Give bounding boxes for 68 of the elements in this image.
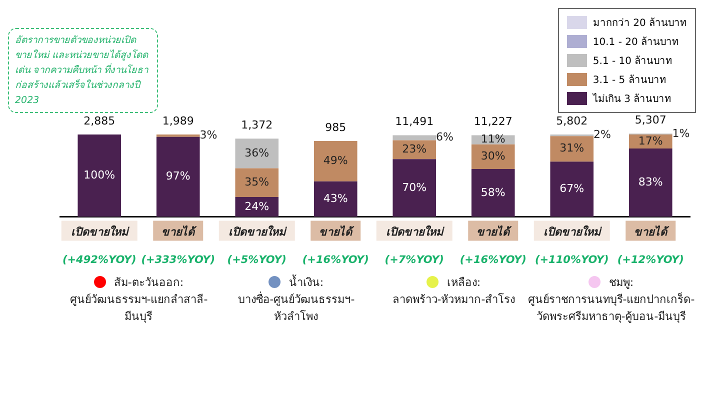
bar [471, 144, 515, 170]
text: (+7%YOY) [384, 254, 444, 266]
legend-label: 3.1 - 5 ล้านบาท [592, 74, 668, 88]
bar [156, 136, 200, 217]
bar [235, 138, 279, 168]
text: (+492%YOY) [62, 254, 136, 266]
text: (+333%YOY) [141, 254, 216, 266]
data-label: 35% [244, 175, 270, 188]
text: (+16%YOY) [302, 254, 369, 266]
bar [628, 148, 672, 217]
x-tick-label: เปิดขายใหม่ [543, 224, 602, 238]
text: (+5%YOY) [227, 254, 286, 266]
bar [314, 181, 358, 217]
bar [471, 169, 515, 217]
bar [392, 159, 436, 217]
data-label: 11% [480, 132, 506, 146]
data-label: 58% [480, 186, 506, 199]
text: 11,491 [395, 115, 434, 128]
data-label: 36% [244, 146, 270, 160]
text: (+12%YOY) [617, 254, 684, 266]
text: 5,802 [556, 114, 588, 128]
data-label: 24% [244, 200, 270, 213]
bar [392, 135, 436, 140]
data-label: 31% [560, 142, 584, 155]
data-label: 30% [480, 150, 506, 163]
data-label: 83% [638, 175, 663, 188]
text: (+16%YOY) [460, 254, 526, 266]
data-label: 67% [560, 182, 584, 196]
x-tick-label: เปิดขายใหม่ [70, 224, 130, 238]
data-label: 2% [594, 128, 611, 142]
data-label: 3% [200, 128, 218, 142]
data-label: 43% [323, 192, 348, 205]
text: อัตราการขายตัวของหน่วยเปิดขายใหม่ และหน่วยขายได้สูงโดดเด่น จากความคืบหน้า ที่งานโยธาก่อสร้างแล้วเสร็จในช่วงกลางปี 2023 [8, 28, 158, 113]
bar [235, 168, 279, 198]
text: 1,989 [162, 114, 194, 128]
legend-label: 10.1 - 20 ล้านบาท [592, 36, 680, 50]
text: (+110%YOY) [534, 254, 609, 266]
legend-label: 5.1 - 10 ล้านบาท [592, 54, 674, 69]
x-tick-label: เปิดขายใหม่ [228, 224, 288, 238]
data-label: 6% [436, 130, 454, 144]
x-tick-label: เปิดขายใหม่ [386, 224, 445, 238]
x-tick-label: ขายได้ [319, 224, 356, 238]
text: ส้ม-ตะวันออก: ศูนย์วัฒนธรรมฯ-แยกลำสาลี- มีนบุรี [70, 275, 208, 325]
bar [550, 162, 594, 217]
annotation: 985 [325, 120, 346, 134]
text: ชมพู: ศูนย์ราชการนนทบุรี-แยกปากเกร็ด- วัดพระศรีมหาธาตุ-คู้บอน-มีนบุรี [528, 275, 695, 325]
data-label: 70% [402, 180, 427, 194]
x-tick-label: ขายได้ [476, 224, 513, 238]
legend-label: ไม่เกิน 3 ล้านบาท [592, 92, 673, 107]
text: 11,227 [474, 115, 512, 128]
data-label: 23% [402, 142, 427, 156]
legend-label: มากกว่า 20 ล้านบาท [592, 16, 687, 31]
bar [550, 136, 594, 162]
text: น้ำเงิน: บางซื่อ-ศูนย์วัฒนธรรมฯ- หัวลำโพง [238, 274, 355, 325]
data-label: 49% [323, 154, 348, 168]
bar [78, 134, 122, 217]
bar [156, 134, 200, 137]
text: 1,372 [241, 118, 273, 132]
data-label: 100% [84, 168, 116, 182]
bar [314, 141, 358, 182]
x-tick-label: ขายได้ [634, 224, 670, 238]
text: เหลือง: ลาดพร้าว-หัวหมาก-สำโรง [392, 275, 516, 308]
data-label: 97% [166, 170, 190, 183]
text: 5,307 [634, 114, 666, 127]
data-label: 1% [672, 126, 690, 140]
text: 2,885 [84, 114, 116, 128]
data-label: 17% [638, 134, 663, 148]
x-tick-label: ขายได้ [162, 224, 198, 238]
